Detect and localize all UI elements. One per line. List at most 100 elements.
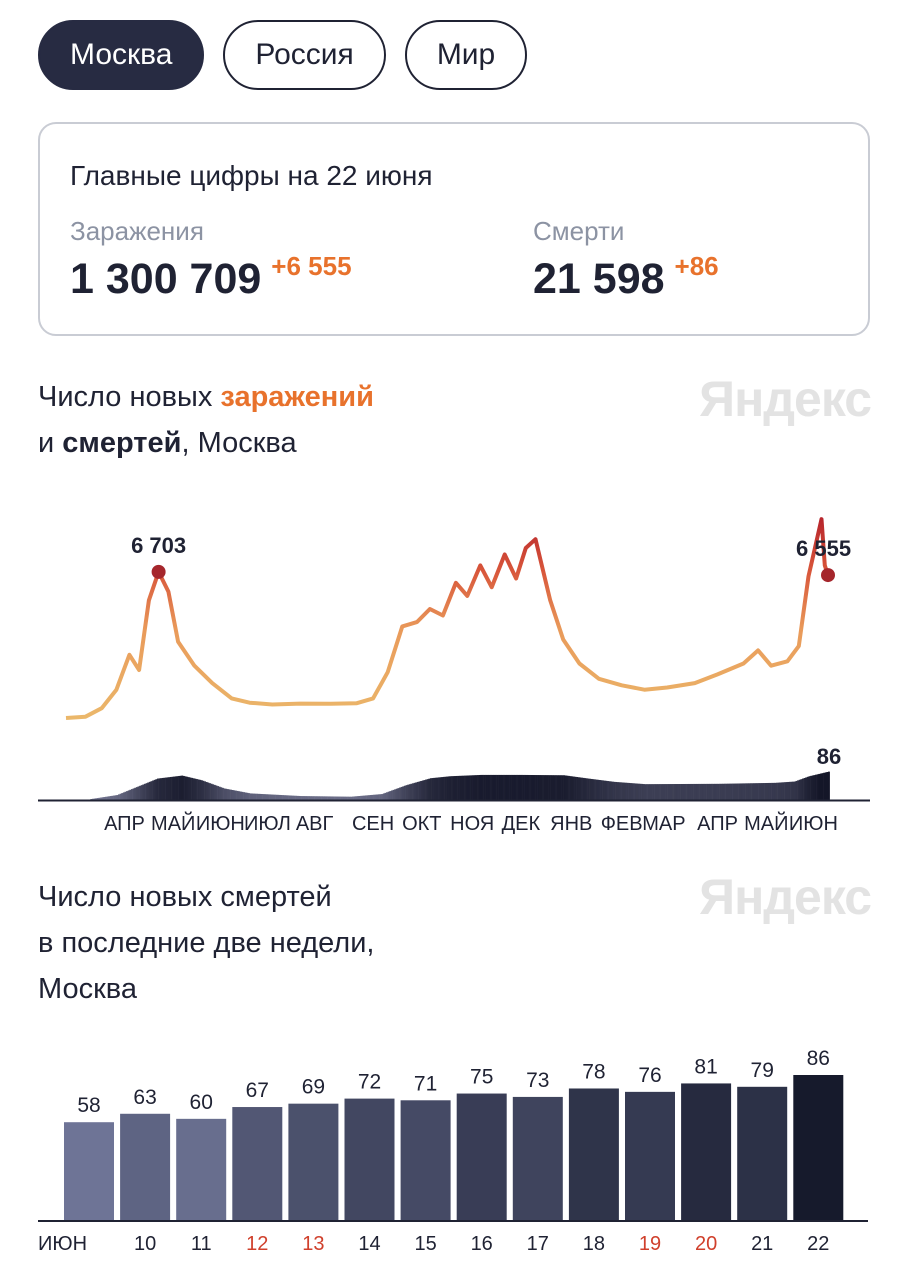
- death-bar: [387, 791, 390, 800]
- death-bar: [483, 774, 486, 800]
- death-bar: [147, 782, 150, 800]
- death-bar: [402, 786, 405, 800]
- death-bar: [265, 794, 268, 800]
- death-bar: [498, 774, 501, 800]
- death-bar: [717, 783, 720, 800]
- death-bar: [431, 778, 434, 800]
- death-bar: [571, 776, 574, 800]
- death-bar: [377, 794, 380, 800]
- death-bar: [628, 782, 631, 800]
- death-bar: [644, 784, 647, 800]
- death-bar: [441, 777, 444, 800]
- tab-russia[interactable]: Россия: [223, 20, 386, 90]
- deaths-bar: [456, 1093, 507, 1220]
- deaths-bar: [344, 1098, 395, 1220]
- death-bar: [748, 783, 751, 800]
- death-bar: [704, 783, 707, 800]
- death-bar: [394, 789, 397, 800]
- death-bar: [751, 783, 754, 800]
- death-bar: [572, 776, 575, 800]
- bar-value-label: 67: [246, 1079, 269, 1102]
- deaths-bar: [288, 1103, 339, 1220]
- death-bar: [532, 775, 535, 800]
- deaths-bar: [120, 1113, 171, 1220]
- death-bar: [774, 782, 777, 800]
- death-bar: [730, 783, 733, 800]
- death-bar: [423, 780, 426, 800]
- month-tick-label: ИЮН: [196, 813, 245, 835]
- death-bar: [122, 792, 125, 800]
- death-bar: [519, 774, 522, 800]
- death-bar: [590, 778, 593, 800]
- region-tabs: Москва Россия Мир: [38, 20, 528, 90]
- death-bar: [777, 782, 780, 800]
- death-bar: [126, 791, 129, 800]
- death-bar: [139, 785, 142, 800]
- death-bar: [689, 783, 692, 800]
- death-bar: [464, 775, 466, 800]
- death-bar: [725, 783, 728, 800]
- death-bar: [376, 794, 379, 800]
- death-bar: [459, 775, 462, 800]
- death-bar: [649, 784, 652, 800]
- month-tick-label: СЕН: [352, 813, 394, 835]
- death-bar: [199, 779, 202, 800]
- death-bar: [259, 793, 262, 800]
- death-bar: [156, 778, 159, 800]
- death-bar: [251, 793, 254, 800]
- death-bar: [100, 797, 103, 800]
- death-bar: [538, 775, 541, 800]
- death-bar: [642, 784, 645, 800]
- death-bar: [262, 794, 265, 800]
- month-tick-label: ДЕК: [502, 813, 541, 835]
- death-bar: [771, 782, 774, 800]
- death-bar: [811, 775, 814, 800]
- title-line: в последние две недели,: [38, 927, 375, 959]
- death-bar: [808, 776, 811, 800]
- death-bar: [507, 774, 510, 800]
- bar-value-label: 81: [694, 1055, 717, 1078]
- death-bar: [605, 780, 608, 800]
- tab-moscow[interactable]: Москва: [38, 20, 205, 90]
- death-bar: [269, 794, 271, 800]
- tab-world[interactable]: Мир: [404, 20, 528, 90]
- death-bar: [698, 783, 700, 800]
- month-tick-label: МАЙ: [744, 811, 788, 835]
- death-bar: [373, 794, 375, 800]
- death-bar: [597, 779, 600, 800]
- death-bar: [798, 779, 801, 800]
- death-bar: [397, 788, 400, 800]
- title-line: Москва: [38, 973, 138, 1005]
- deaths-bar: [568, 1088, 619, 1220]
- death-bar: [467, 775, 470, 800]
- death-bar: [280, 795, 283, 800]
- bar-value-label: 58: [77, 1094, 100, 1117]
- death-bar: [514, 774, 517, 800]
- death-bar: [104, 796, 107, 800]
- death-bar: [420, 780, 423, 800]
- death-bar: [659, 784, 661, 800]
- death-bar: [670, 784, 673, 800]
- death-bar: [795, 780, 798, 800]
- death-bar: [169, 776, 172, 800]
- death-bar: [722, 783, 725, 800]
- death-bar: [158, 778, 161, 800]
- death-bar: [709, 783, 712, 800]
- death-bar: [620, 782, 622, 800]
- death-bar: [238, 791, 241, 800]
- death-bar: [351, 796, 354, 800]
- death-bar: [382, 793, 385, 800]
- death-bar: [735, 783, 738, 800]
- death-bar: [472, 775, 475, 800]
- death-bar: [205, 781, 208, 800]
- death-bar: [743, 783, 746, 800]
- death-bar: [542, 775, 544, 800]
- death-bar: [327, 796, 330, 800]
- death-bar: [288, 795, 291, 800]
- death-bar: [239, 791, 242, 800]
- death-bar: [95, 798, 98, 800]
- death-bar: [364, 795, 367, 800]
- death-bar: [766, 782, 769, 800]
- death-bar: [741, 783, 744, 800]
- death-bar: [386, 792, 388, 800]
